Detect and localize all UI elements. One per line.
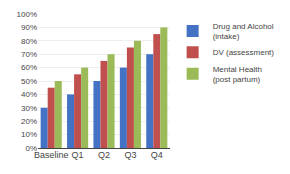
svg-text:Drug and Alcohol(intake): Drug and Alcohol(intake) bbox=[213, 22, 274, 41]
svg-text:DV (assessment): DV (assessment) bbox=[213, 48, 275, 57]
svg-text:70%: 70% bbox=[21, 50, 37, 59]
svg-text:Q1: Q1 bbox=[72, 150, 84, 160]
svg-text:60%: 60% bbox=[21, 63, 37, 72]
svg-text:Q3: Q3 bbox=[124, 150, 136, 160]
svg-text:100%: 100% bbox=[17, 10, 37, 19]
svg-text:0%: 0% bbox=[25, 144, 37, 153]
svg-text:20%: 20% bbox=[21, 117, 37, 126]
svg-text:40%: 40% bbox=[21, 90, 37, 99]
svg-text:30%: 30% bbox=[21, 104, 37, 113]
svg-text:Baseline: Baseline bbox=[34, 150, 69, 160]
svg-text:90%: 90% bbox=[21, 23, 37, 32]
svg-text:50%: 50% bbox=[21, 77, 37, 86]
svg-text:Q4: Q4 bbox=[151, 150, 163, 160]
svg-text:10%: 10% bbox=[21, 130, 37, 139]
svg-text:80%: 80% bbox=[21, 37, 37, 46]
svg-text:Mental Health(post partum): Mental Health(post partum) bbox=[213, 65, 262, 84]
svg-text:Q2: Q2 bbox=[98, 150, 110, 160]
